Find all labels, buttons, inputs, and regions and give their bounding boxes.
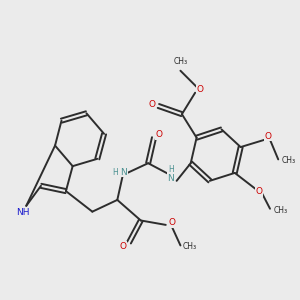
Text: N: N xyxy=(120,167,127,176)
Text: NH: NH xyxy=(16,208,30,217)
Text: O: O xyxy=(197,85,204,94)
Text: H: H xyxy=(168,166,174,175)
Text: O: O xyxy=(169,218,176,227)
Text: O: O xyxy=(255,187,262,196)
Text: H: H xyxy=(112,167,118,176)
Text: N: N xyxy=(167,174,174,183)
Text: CH₃: CH₃ xyxy=(183,242,197,250)
Text: O: O xyxy=(156,130,163,139)
Text: O: O xyxy=(148,100,155,109)
Text: CH₃: CH₃ xyxy=(281,156,296,165)
Text: CH₃: CH₃ xyxy=(273,206,287,215)
Text: O: O xyxy=(264,132,271,141)
Text: O: O xyxy=(120,242,127,250)
Text: CH₃: CH₃ xyxy=(173,57,188,66)
